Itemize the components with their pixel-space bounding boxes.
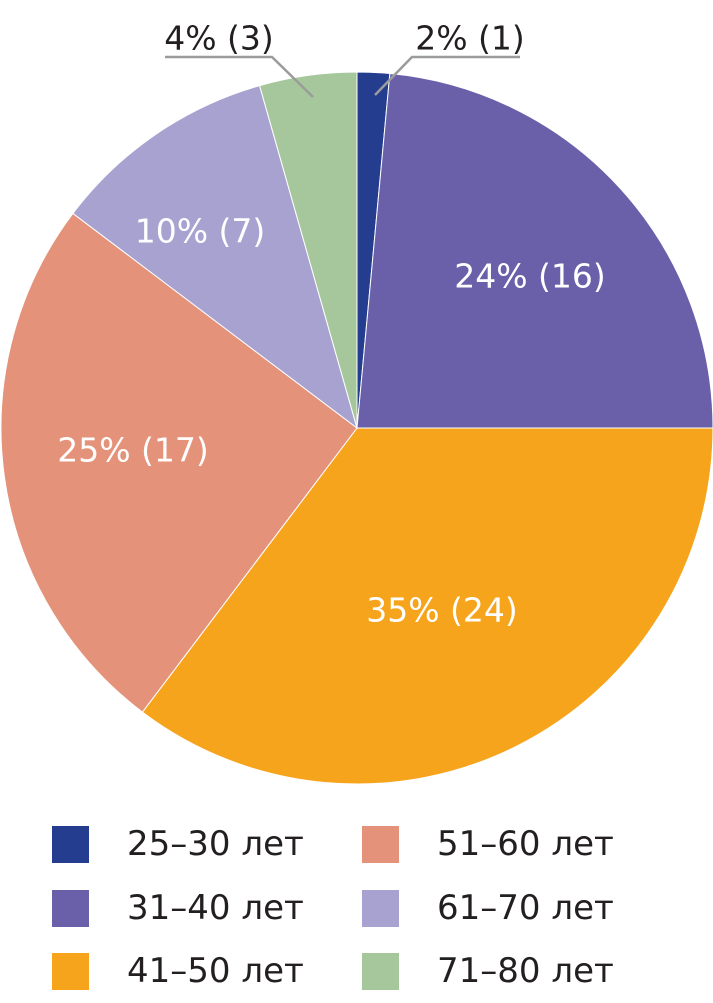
slice-data-label: 10% (7) (135, 212, 266, 251)
slice-data-label: 35% (24) (366, 591, 518, 630)
legend-label: 41–50 лет (127, 951, 304, 991)
slice-data-label: 2% (1) (415, 19, 525, 58)
slice-data-label: 25% (17) (57, 431, 209, 470)
legend-label: 31–40 лет (127, 888, 304, 928)
legend-item-31-40: 31–40 лет (52, 888, 304, 928)
legend-label: 51–60 лет (437, 824, 614, 864)
legend-item-25-30: 25–30 лет (52, 824, 304, 864)
legend-label: 71–80 лет (437, 951, 614, 991)
legend-label: 25–30 лет (127, 824, 304, 864)
pie-chart: 2% (1) 24% (16) 35% (24) 25% (17) 10% (7) 4% … (0, 19, 713, 785)
legend-swatch (362, 889, 399, 927)
pie-slice (0, 212, 358, 713)
pie-slice (141, 427, 713, 785)
legend-swatch (362, 825, 399, 863)
legend-item-41-50: 41–50 лет (52, 951, 304, 991)
legend-swatch (362, 952, 399, 990)
slice-data-label: 24% (16) (454, 257, 606, 296)
pie-slice (356, 72, 713, 429)
legend-label: 61–70 лет (437, 888, 614, 928)
legend-swatch (52, 952, 89, 990)
legend-swatch (52, 825, 89, 863)
pie-slice (72, 84, 358, 430)
slice-data-label: 4% (3) (164, 19, 274, 58)
legend-item-51-60: 51–60 лет (362, 824, 614, 864)
legend-item-71-80: 71–80 лет (362, 951, 614, 991)
legend-swatch (52, 889, 89, 927)
pie-slice (258, 71, 358, 429)
leader-line (374, 55, 520, 96)
leader-line (165, 55, 314, 98)
legend-item-61-70: 61–70 лет (362, 888, 614, 928)
